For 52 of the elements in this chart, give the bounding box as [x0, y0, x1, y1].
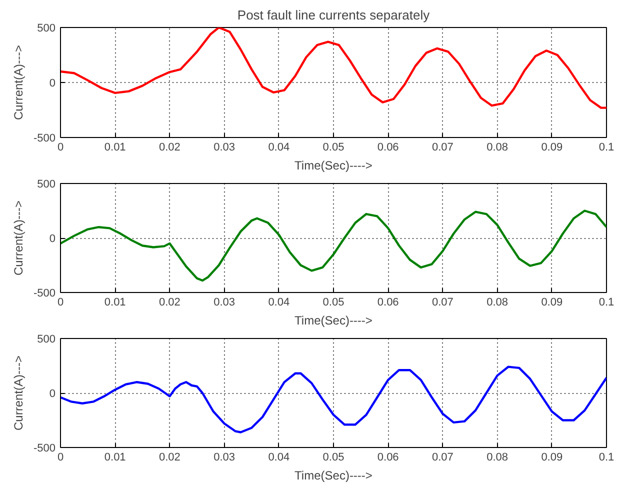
x-tick-label: 0.05 [322, 296, 344, 308]
x-tick-label: 0.01 [104, 452, 126, 464]
x-tick-label: 0.09 [541, 296, 563, 308]
x-axis-title: Time(Sec)----> [294, 468, 372, 482]
y-tick-label: 500 [37, 334, 56, 346]
line-series [60, 28, 606, 109]
y-tick-label: 0 [49, 233, 56, 245]
x-tick-label: 0.02 [158, 142, 180, 154]
x-tick-label: 0.05 [322, 452, 344, 464]
x-tick-label: 0.02 [158, 452, 180, 464]
x-tick-label: 0.06 [377, 296, 399, 308]
x-tick-label: 0.03 [214, 296, 236, 308]
x-tick-label: 0.09 [541, 452, 563, 464]
x-tick-label: 0.07 [432, 142, 454, 154]
chart-title: Post fault line currents separately [237, 8, 430, 22]
x-axis-title: Time(Sec)----> [294, 314, 372, 328]
y-tick-label: -500 [33, 288, 56, 300]
x-tick-label: 0.05 [322, 142, 344, 154]
x-tick-label: 0.01 [104, 296, 126, 308]
x-tick-label: 0.06 [377, 142, 399, 154]
x-tick-label: 0.01 [104, 142, 126, 154]
x-tick-label: 0 [57, 142, 64, 154]
x-tick-label: 0.1 [598, 142, 614, 154]
x-tick-label: 0.1 [598, 296, 614, 308]
y-axis-title: Current(A)---> [11, 355, 26, 431]
x-tick-label: 0.03 [214, 142, 236, 154]
y-tick-label: -500 [33, 442, 56, 454]
x-tick-label: 0.08 [486, 296, 508, 308]
y-axis-title: Current(A)---> [11, 200, 26, 276]
line-series [60, 366, 606, 434]
x-tick-label: 0.02 [158, 296, 180, 308]
x-axis-title: Time(Sec)----> [294, 158, 372, 172]
x-tick-label: 0.08 [486, 142, 508, 154]
x-tick-label: 0 [57, 296, 64, 308]
x-tick-label: 0 [57, 452, 64, 464]
x-tick-label: 0.03 [214, 452, 236, 464]
x-tick-label: 0.06 [377, 452, 399, 464]
x-tick-label: 0.04 [268, 452, 290, 464]
x-tick-label: 0.07 [432, 296, 454, 308]
y-tick-label: -500 [33, 132, 56, 144]
y-axis-title: Current(A)---> [11, 44, 26, 120]
line-series [60, 210, 606, 282]
x-tick-label: 0.04 [268, 296, 290, 308]
x-tick-label: 0.08 [486, 452, 508, 464]
x-tick-label: 0.1 [598, 452, 614, 464]
y-tick-label: 500 [37, 178, 56, 190]
x-tick-label: 0.04 [268, 142, 290, 154]
x-tick-label: 0.09 [541, 142, 563, 154]
x-tick-label: 0.07 [432, 452, 454, 464]
y-tick-label: 0 [49, 78, 56, 90]
y-tick-label: 500 [37, 22, 56, 34]
y-tick-label: 0 [49, 388, 56, 400]
